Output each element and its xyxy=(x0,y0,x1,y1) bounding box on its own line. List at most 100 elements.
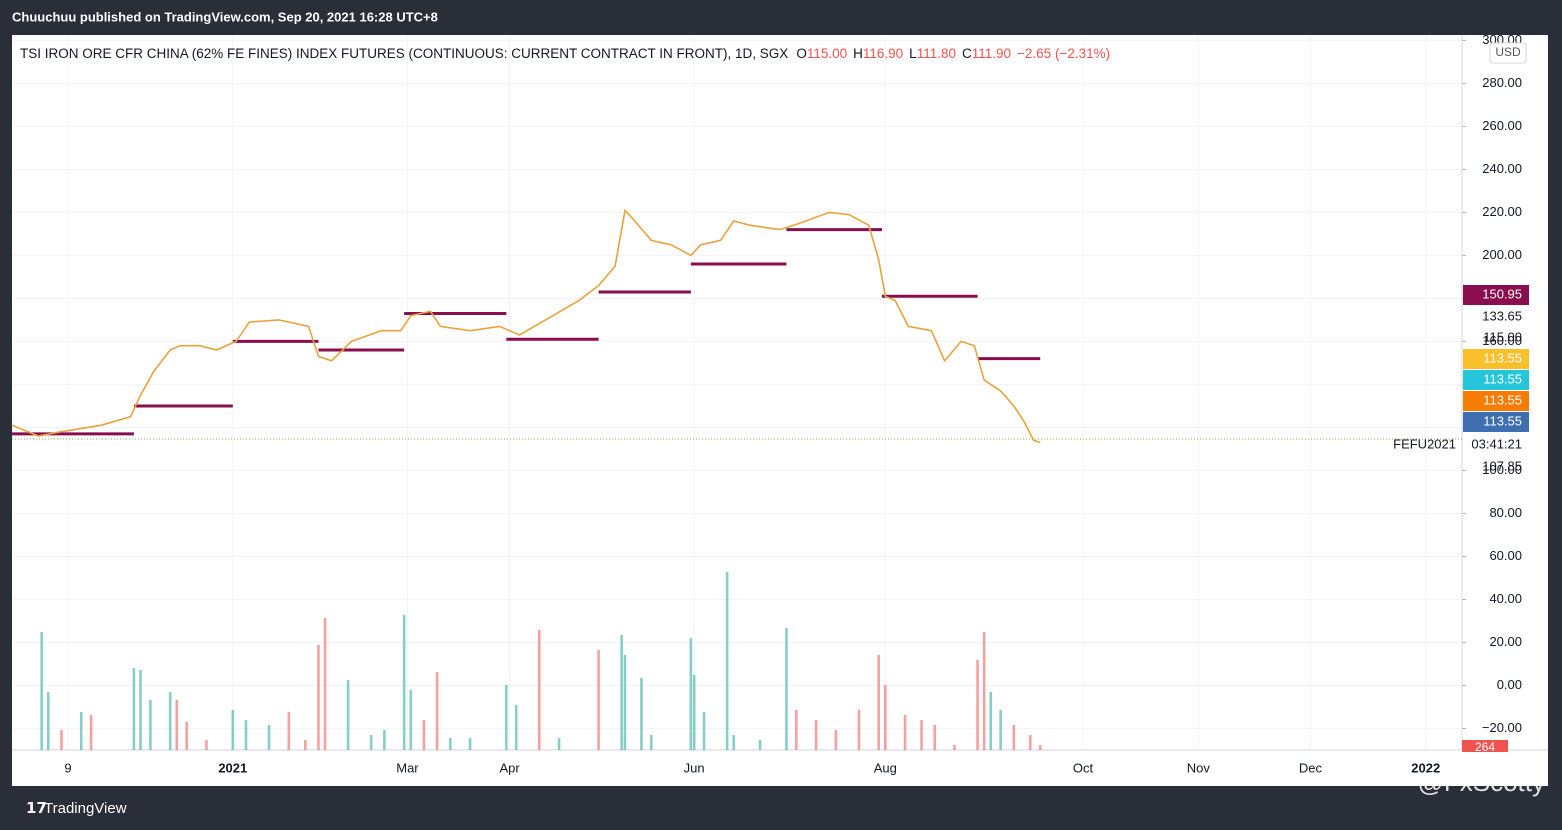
volume-bar xyxy=(505,685,508,750)
x-tick-label: 2021 xyxy=(218,760,247,775)
y-tick-label: 220.00 xyxy=(1482,204,1522,219)
volume-bar xyxy=(514,705,518,750)
volume-bar xyxy=(205,740,208,750)
volume xyxy=(40,572,1042,750)
legend: TSI IRON ORE CFR CHINA (62% FE FINES) IN… xyxy=(20,46,1110,61)
y-tick-label: 240.00 xyxy=(1482,161,1522,176)
ohlc-key: H xyxy=(853,46,863,61)
y-tick-label: 200.00 xyxy=(1482,247,1522,262)
volume-bar xyxy=(976,660,979,750)
volume-bar xyxy=(725,572,729,750)
volume-bar xyxy=(79,712,83,750)
x-tick-label: Dec xyxy=(1299,760,1323,775)
change: −2.65 (−2.31%) xyxy=(1017,46,1110,61)
currency-button[interactable] xyxy=(1489,42,1527,64)
volume-bar xyxy=(383,730,386,750)
y-tick-label: −20.00 xyxy=(1482,720,1522,735)
volume-bar xyxy=(139,670,142,750)
volume-bar xyxy=(1012,725,1016,750)
price-tags: 150.95 133.65 115.00 113.55 113.55 113.55 113.… xyxy=(1463,285,1529,473)
volume-bar xyxy=(920,720,923,750)
volume-bar xyxy=(60,730,63,750)
volume-bar xyxy=(692,675,696,750)
volume-bar xyxy=(689,638,693,750)
volume-tag xyxy=(1462,740,1508,752)
y-tick-label: 20.00 xyxy=(1489,634,1522,649)
volume-bar xyxy=(933,725,937,750)
volume-bar xyxy=(468,738,472,750)
volume-bar xyxy=(537,630,541,750)
volume-bar xyxy=(435,672,439,750)
x-tick-label: Jun xyxy=(684,760,705,775)
volume-bar xyxy=(883,685,887,750)
volume-bar xyxy=(287,712,291,750)
volume-bar xyxy=(814,720,818,750)
volume-bar xyxy=(317,645,320,750)
volume-bar xyxy=(132,668,136,750)
volume-bar xyxy=(620,635,623,750)
volume-bar xyxy=(1038,745,1042,750)
ohlc-key: L xyxy=(909,46,917,61)
price-tag: 150.95 xyxy=(1482,286,1522,301)
x-tick-label: Nov xyxy=(1187,760,1211,775)
volume-bar xyxy=(1028,735,1032,750)
currency[interactable]: USD xyxy=(1495,45,1521,59)
volume-bar xyxy=(597,650,600,750)
y-tick-label: 40.00 xyxy=(1489,591,1522,606)
ohlc-key: C xyxy=(962,46,972,61)
price-tag: 113.55 xyxy=(1483,392,1522,407)
levels xyxy=(12,228,1041,436)
x-tick-label: Aug xyxy=(874,760,897,775)
x-tick-label: Apr xyxy=(499,760,520,775)
volume-bar xyxy=(89,715,93,750)
price-tag: 113.55 xyxy=(1483,413,1522,428)
x-tick-label: Oct xyxy=(1073,760,1094,775)
price-tag: 113.55 xyxy=(1483,350,1522,365)
price-tag: 115.00 xyxy=(1483,329,1522,344)
volume-bar xyxy=(346,680,350,750)
price-tag-bg xyxy=(1463,412,1529,432)
plot-area xyxy=(12,35,1462,750)
volume-bar xyxy=(303,740,307,750)
price-tag: 107.85 xyxy=(1482,458,1522,473)
volume-bar xyxy=(409,690,413,750)
volume-bar xyxy=(323,618,327,750)
ohlc: O115.00 H116.90 L111.80 C111.90 xyxy=(796,46,1011,61)
y-tick-label: 100.00 xyxy=(1482,462,1522,477)
publisher: Chuuchuu published on TradingView.com, S… xyxy=(12,9,438,24)
y-tick-label: 80.00 xyxy=(1489,505,1522,520)
volume-bar xyxy=(46,692,50,750)
y-tick-label: 60.00 xyxy=(1489,548,1522,563)
symbol-title: TSI IRON ORE CFR CHINA (62% FE FINES) IN… xyxy=(20,46,788,61)
logo-mark: 𝟭𝟳 xyxy=(26,800,47,817)
price xyxy=(11,208,1041,444)
volume-bar xyxy=(244,720,248,750)
ohlc-value: 115.00 xyxy=(807,46,847,61)
ohlc-value: 111.90 xyxy=(972,46,1011,61)
time-axis xyxy=(12,750,1548,786)
ohlc-key: O xyxy=(796,46,807,61)
volume-bar xyxy=(422,720,426,750)
volume-bar xyxy=(231,710,235,750)
volume-bar xyxy=(267,725,271,750)
price-tag: 133.65 xyxy=(1482,308,1522,323)
volume-bar xyxy=(834,730,838,750)
y-tick-label: 160.00 xyxy=(1482,333,1522,348)
volume-bar xyxy=(903,715,907,750)
price-line xyxy=(11,208,1041,444)
volume-bar xyxy=(702,712,706,750)
volume-bar xyxy=(369,735,373,750)
volume-bar xyxy=(732,735,736,750)
ohlc-value: 116.90 xyxy=(863,46,903,61)
volume-bar xyxy=(640,678,643,750)
volume-bar xyxy=(149,700,152,750)
volume-bar xyxy=(999,710,1002,750)
volume-bar xyxy=(857,710,861,750)
x-tick-label: 9 xyxy=(64,760,71,775)
volume-bar xyxy=(402,615,406,750)
price-tag: 113.55 xyxy=(1483,371,1522,386)
price-tag-bg xyxy=(1463,349,1529,369)
y-tick-label: 260.00 xyxy=(1482,118,1522,133)
